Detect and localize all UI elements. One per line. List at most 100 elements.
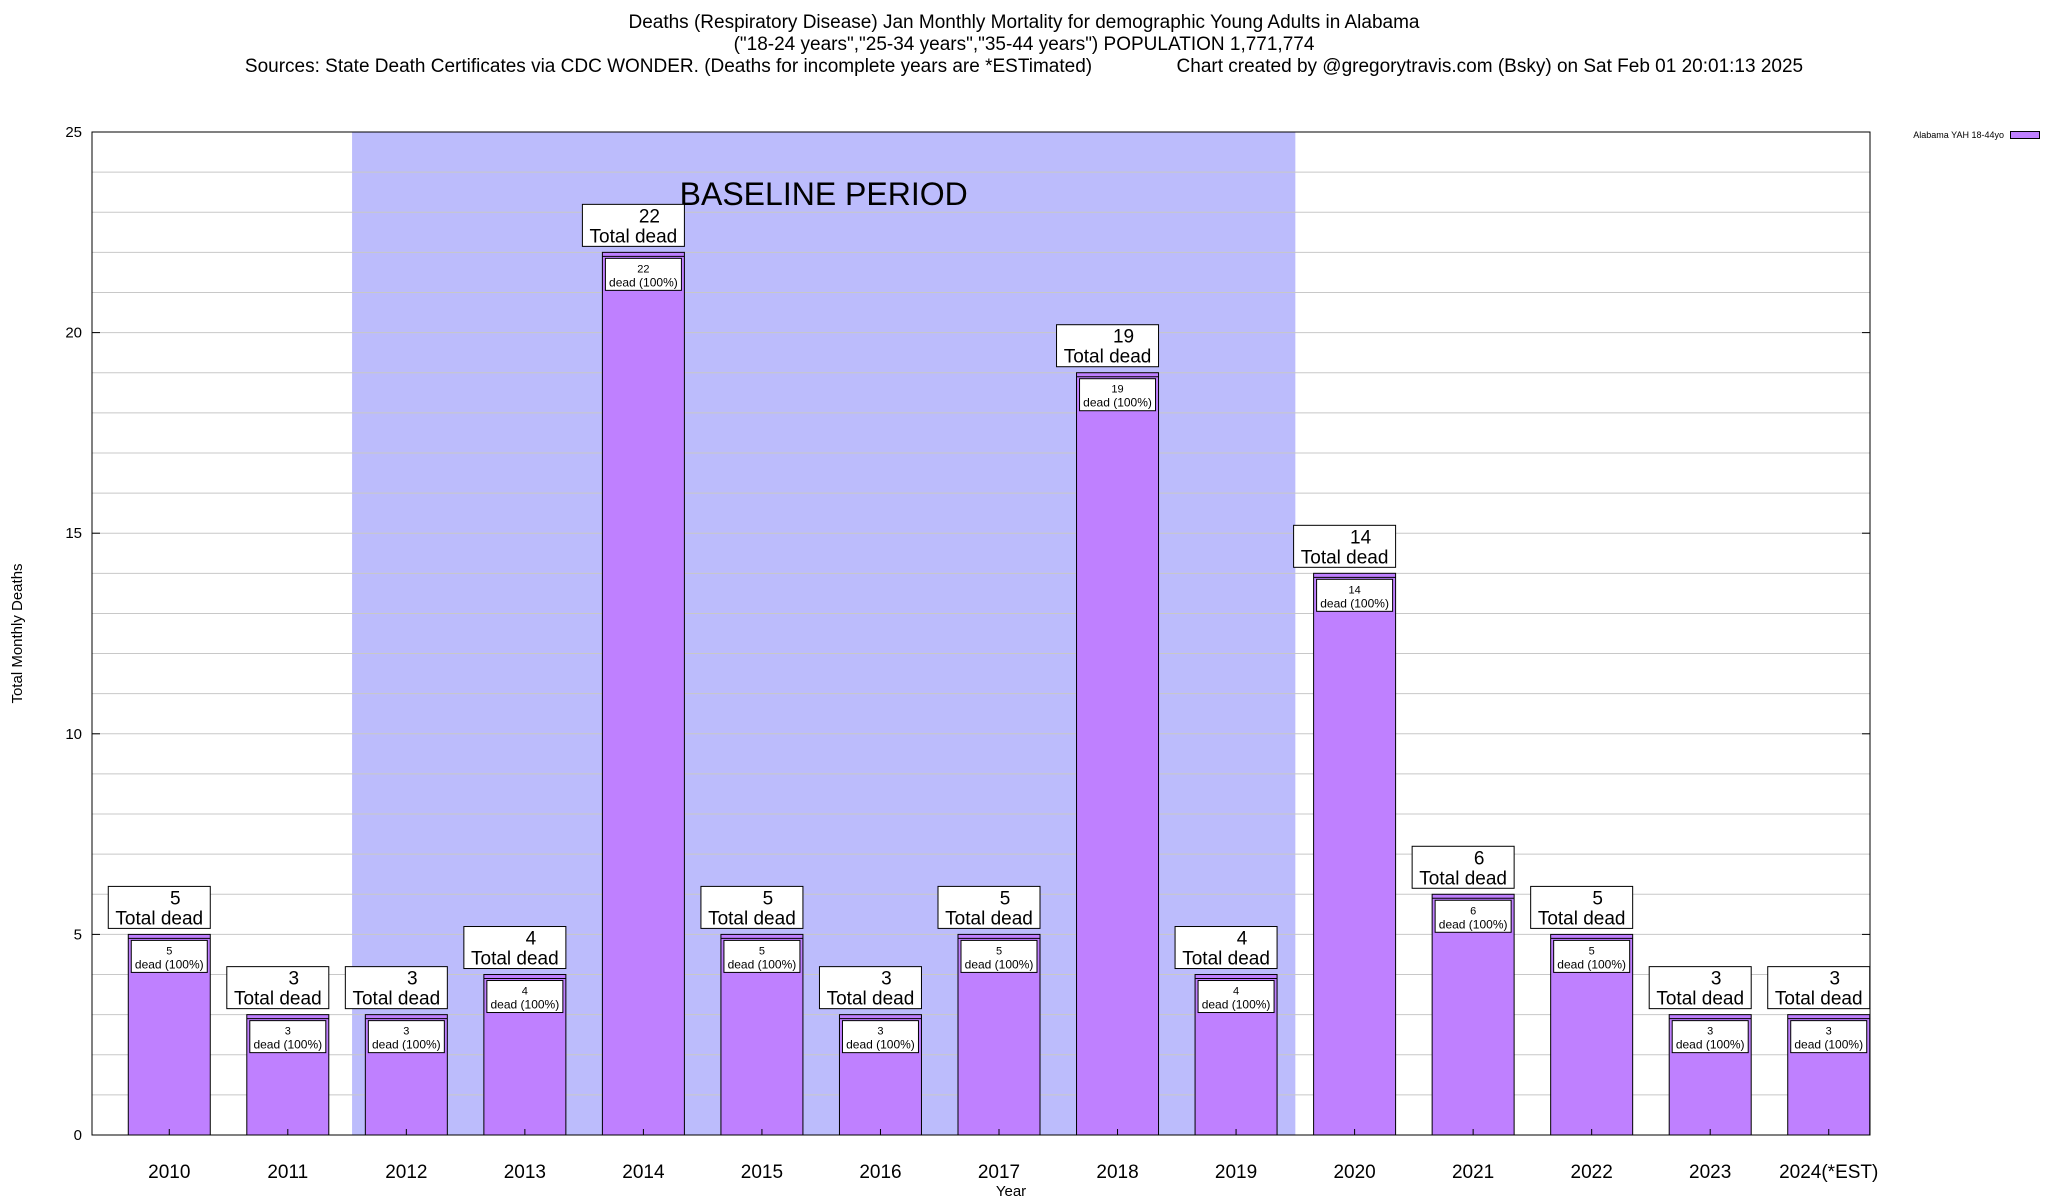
bar-inner-label-box <box>1197 980 1275 1014</box>
y-tick-label: 0 <box>74 1127 82 1144</box>
bar-top-value: 22 <box>639 206 660 227</box>
bar-inner-value: 3 <box>877 1026 883 1038</box>
bar-inner-value: 5 <box>1589 945 1595 957</box>
bar-inner-label-box <box>1434 899 1512 933</box>
bar-top-value: 14 <box>1350 527 1372 548</box>
bar-inner-label: dead (100%) <box>1557 957 1626 971</box>
bar-inner-value: 4 <box>522 986 528 998</box>
bar-top-value: 4 <box>1237 929 1248 950</box>
title-line-1: Deaths (Respiratory Disease) Jan Monthly… <box>628 12 1420 33</box>
bar-inner-label: dead (100%) <box>1320 596 1389 610</box>
bar-inner-value: 3 <box>403 1026 409 1038</box>
legend-label: Alabama YAH 18-44yo <box>1913 130 2004 140</box>
x-tick-label: 2015 <box>741 1162 783 1183</box>
bar-top-label: Total dead <box>1301 547 1389 568</box>
bar-inner-value: 6 <box>1470 905 1476 917</box>
bar-top-label-box <box>1530 885 1634 929</box>
bar-inner-label-box <box>1790 1020 1868 1054</box>
bar-top-value: 3 <box>407 969 418 990</box>
y-axis-label: Total Monthly Deaths <box>9 563 26 703</box>
bar-inner-label: dead (100%) <box>135 957 204 971</box>
bar-inner-value: 5 <box>759 945 765 957</box>
bar-top-label-box <box>1056 324 1160 368</box>
bar-top-label: Total dead <box>234 989 322 1010</box>
bar-inner-label: dead (100%) <box>1202 998 1271 1012</box>
x-tick-label: 2021 <box>1452 1162 1494 1183</box>
legend-swatch <box>2010 131 2040 139</box>
bar-top-label-box <box>700 885 804 929</box>
bar-top-value: 3 <box>881 969 892 990</box>
bar-top-label: Total dead <box>1064 347 1152 368</box>
y-tick-label: 10 <box>65 726 82 743</box>
bar-inner-label: dead (100%) <box>965 957 1034 971</box>
bar-inner-label: dead (100%) <box>1439 917 1508 931</box>
y-tick-label: 15 <box>65 525 82 542</box>
legend: Alabama YAH 18-44yo <box>1913 130 2040 140</box>
bar-top-value: 19 <box>1113 327 1134 348</box>
bar <box>1313 572 1397 1136</box>
bar-top-label: Total dead <box>1419 868 1507 889</box>
y-tick-label: 25 <box>65 124 82 141</box>
bar-top-value: 5 <box>1592 888 1603 909</box>
bar-inner-label-box <box>604 257 682 291</box>
bar-top-value: 3 <box>1829 969 1840 990</box>
x-tick-label: 2019 <box>1215 1162 1257 1183</box>
bar-top-label: Total dead <box>352 989 440 1010</box>
bar-inner-label-box <box>1671 1020 1749 1054</box>
bar-top-value: 6 <box>1474 848 1485 869</box>
bar-inner-label-box <box>960 939 1038 973</box>
x-tick-label: 2018 <box>1096 1162 1138 1183</box>
bar-top-value: 5 <box>170 888 181 909</box>
bar-inner-value: 19 <box>1111 384 1123 396</box>
x-tick-label: 2023 <box>1689 1162 1731 1183</box>
bar-inner-label-box <box>1553 939 1631 973</box>
bar-inner-label: dead (100%) <box>1083 396 1152 410</box>
bar-inner-label: dead (100%) <box>491 998 560 1012</box>
bar <box>1076 372 1160 1136</box>
x-tick-label: 2020 <box>1333 1162 1375 1183</box>
bar-inner-value: 5 <box>166 945 172 957</box>
x-tick-label: 2011 <box>267 1162 308 1183</box>
bar-top-label: Total dead <box>1182 949 1270 970</box>
x-tick-label: 2024(*EST) <box>1779 1162 1878 1183</box>
y-tick-label: 20 <box>65 325 82 342</box>
bar-inner-value: 3 <box>1707 1026 1713 1038</box>
bar-inner-label-box <box>130 939 208 973</box>
title-line-3: Sources: State Death Certificates via CD… <box>244 56 1804 77</box>
bar-inner-label-box <box>723 939 801 973</box>
chart-title: Deaths (Respiratory Disease) Jan Monthly… <box>0 12 2048 78</box>
bar-top-label: Total dead <box>945 908 1033 929</box>
bar-top-label-box <box>818 966 922 1010</box>
bar-inner-value: 22 <box>637 263 649 275</box>
x-tick-label: 2022 <box>1571 1162 1613 1183</box>
bar-top-label-box <box>581 203 685 247</box>
bar-top-label-box <box>937 885 1041 929</box>
bar-inner-value: 4 <box>1233 986 1239 998</box>
bar-top-value: 5 <box>1000 888 1011 909</box>
bar-top-value: 4 <box>526 929 537 950</box>
bar-inner-label-box <box>486 980 564 1014</box>
bar-top-label: Total dead <box>708 908 796 929</box>
bar <box>1431 893 1515 1136</box>
x-tick-label: 2012 <box>385 1162 427 1183</box>
bar-top-label-box <box>1411 845 1515 889</box>
bar-top-label-box <box>1174 926 1278 970</box>
x-tick-label: 2017 <box>978 1162 1020 1183</box>
bar-top-label: Total dead <box>1656 989 1744 1010</box>
bar-inner-label-box <box>1079 378 1157 412</box>
bar-top-label-box <box>1293 524 1397 568</box>
bar-top-label-box <box>1648 966 1752 1010</box>
bar-top-value: 3 <box>289 969 300 990</box>
bar-inner-label-box <box>841 1020 919 1054</box>
bar-top-label-box <box>463 926 567 970</box>
bar-inner-label: dead (100%) <box>253 1038 322 1052</box>
x-axis-label: Year <box>996 1183 1026 1200</box>
y-tick-label: 5 <box>74 926 82 943</box>
bar-inner-label-box <box>249 1020 327 1054</box>
bar-inner-label: dead (100%) <box>846 1038 915 1052</box>
x-tick-label: 2016 <box>859 1162 901 1183</box>
bar-inner-label-box <box>1316 578 1394 612</box>
x-tick-label: 2014 <box>622 1162 665 1183</box>
bar-top-label: Total dead <box>471 949 559 970</box>
